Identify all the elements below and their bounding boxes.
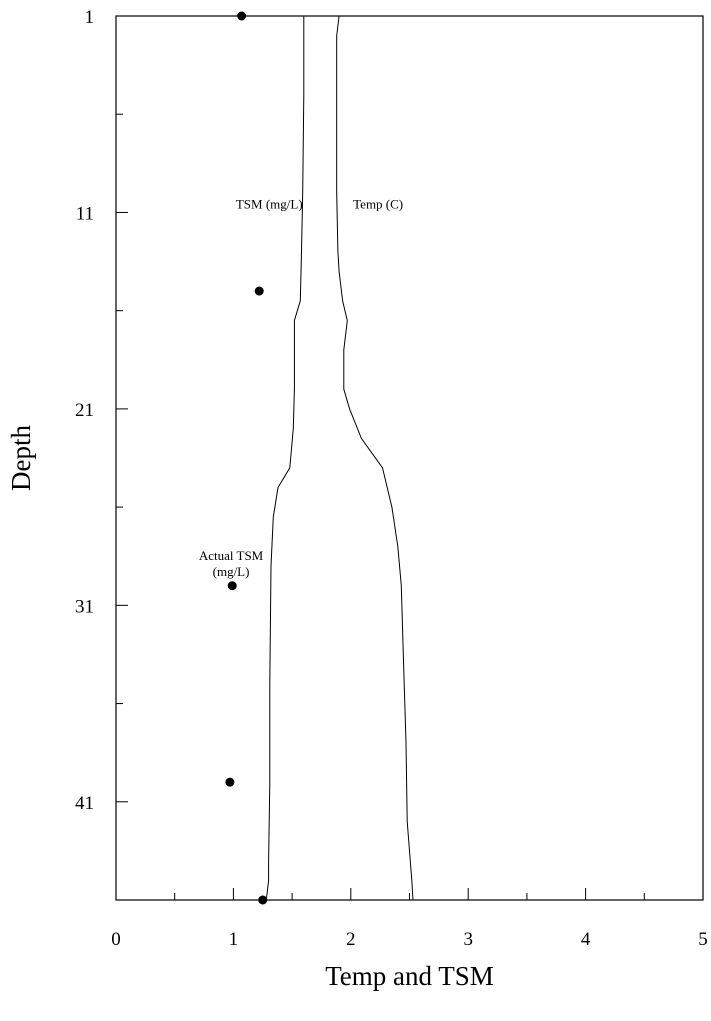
tsm-profile-line <box>265 16 305 901</box>
actual-tsm-point <box>258 895 268 905</box>
axes <box>115 15 704 901</box>
y-tick-label: 11 <box>76 203 94 224</box>
x-tick-label: 0 <box>111 929 121 950</box>
plot-frame <box>115 15 704 901</box>
y-tick-label: 41 <box>75 793 94 814</box>
y-tick-label: 21 <box>75 400 94 421</box>
annotation-label: Actual TSM <box>199 548 264 563</box>
y-tick-label: 1 <box>85 7 95 28</box>
actual-tsm-point <box>237 11 247 21</box>
annotation-label: Temp (C) <box>353 197 403 212</box>
actual-tsm-point <box>254 286 264 296</box>
x-tick-label: 2 <box>346 929 356 950</box>
temp-profile-line <box>336 15 414 901</box>
x-tick-label: 5 <box>698 929 708 950</box>
x-tick-label: 4 <box>581 929 591 950</box>
actual-tsm-point <box>227 581 237 591</box>
annotation-label: TSM (mg/L) <box>236 197 303 212</box>
markers <box>225 11 268 905</box>
x-tick-label: 3 <box>463 929 473 950</box>
y-axis-label: Depth <box>6 425 36 491</box>
x-axis-label: Temp and TSM <box>325 961 494 991</box>
annotation-label: (mg/L) <box>213 564 250 579</box>
actual-tsm-point <box>225 777 235 787</box>
y-tick-label: 31 <box>75 596 94 617</box>
x-tick-label: 1 <box>229 929 239 950</box>
series <box>265 15 414 901</box>
